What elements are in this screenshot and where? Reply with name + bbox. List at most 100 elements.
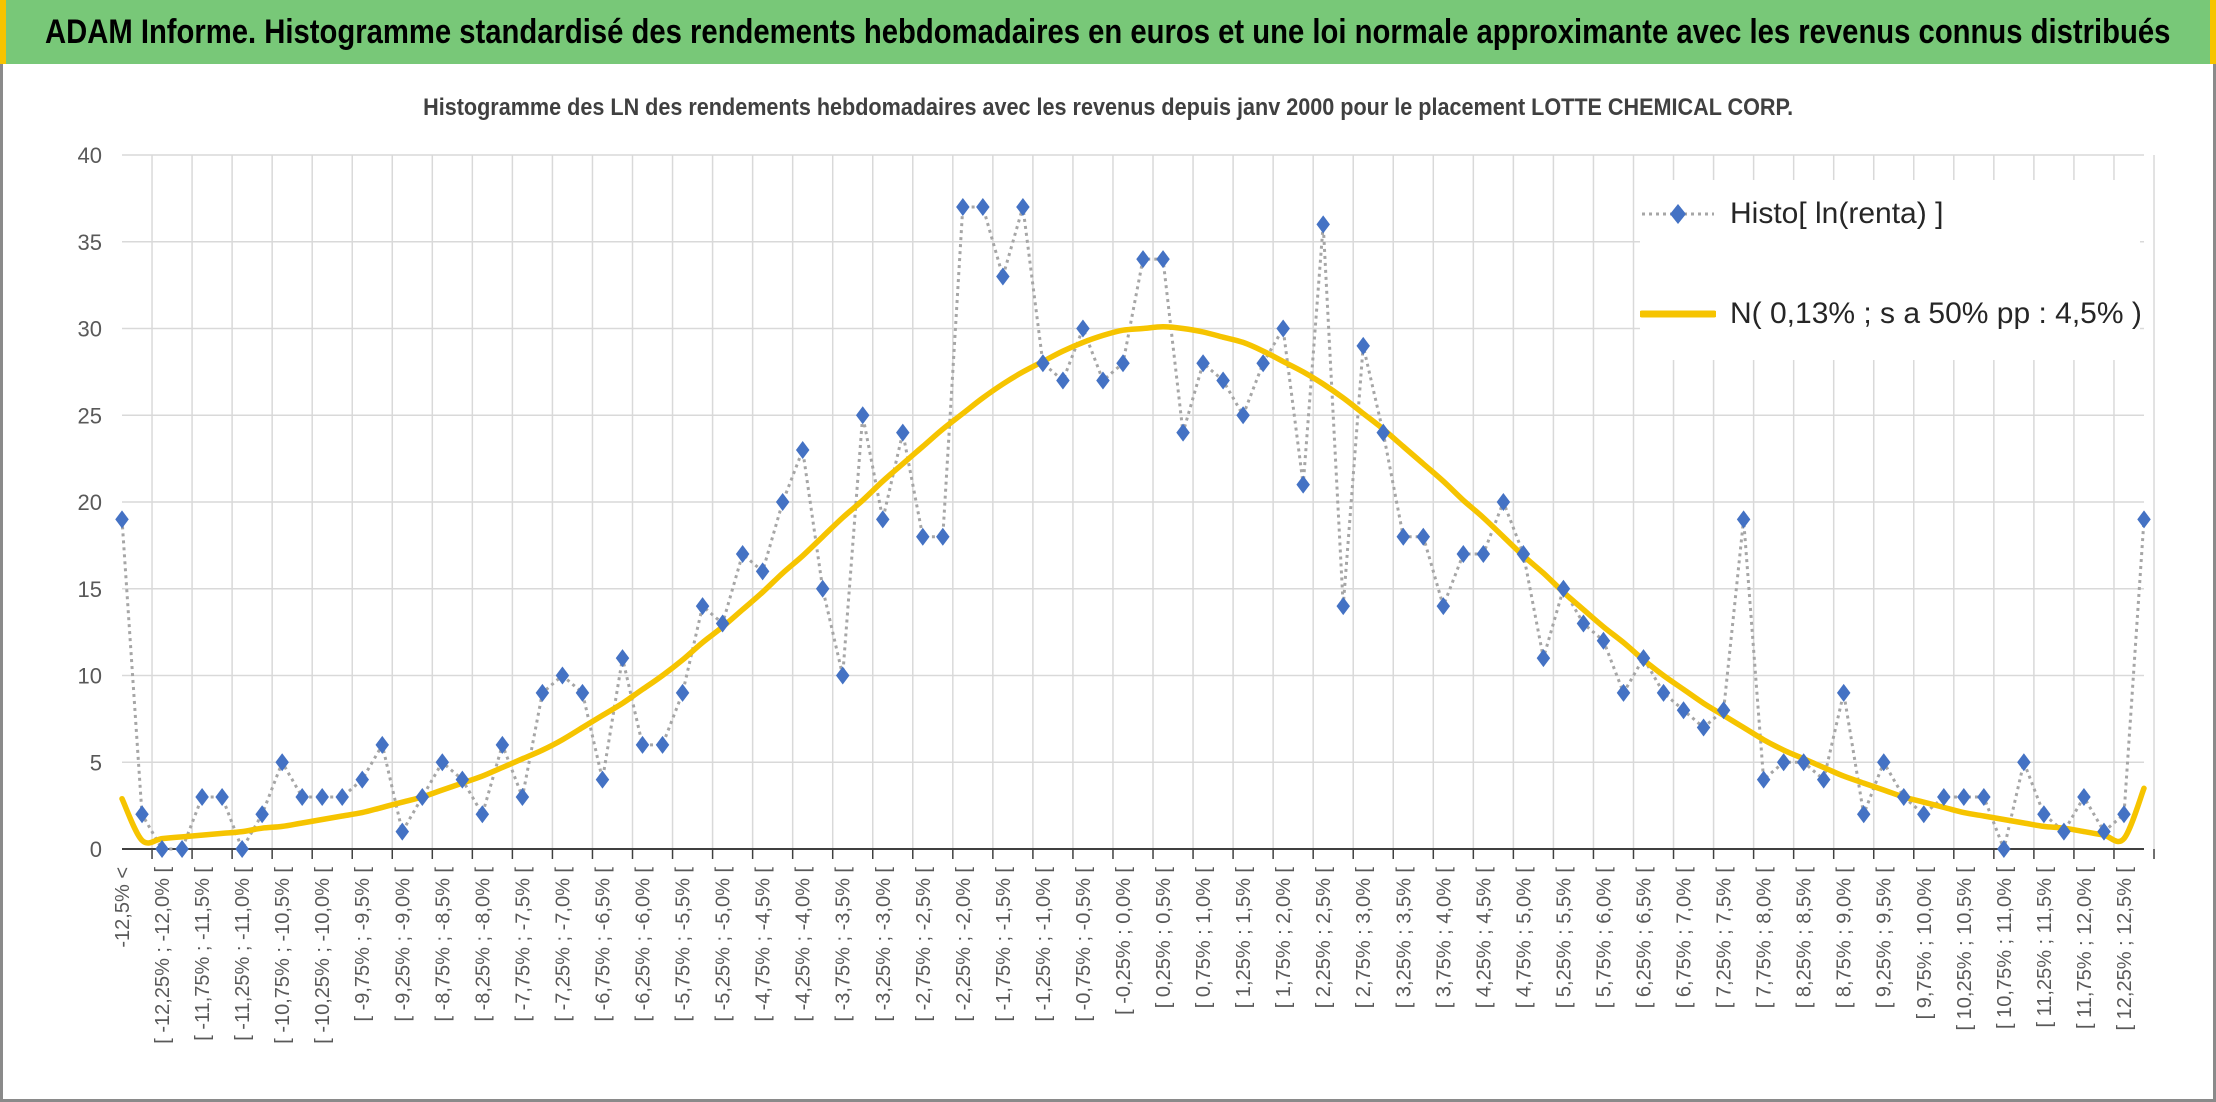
histogram-point (1016, 198, 1030, 217)
legend-normal-symbol (1640, 310, 1716, 318)
histogram-point (1776, 753, 1791, 772)
x-tick-label: [ -4,75% ; -4,5% [ (753, 867, 775, 1022)
y-tick-label: 25 (78, 403, 102, 428)
histogram-point (1816, 770, 1831, 789)
histogram-point (415, 787, 430, 806)
x-tick-label: [ 1,25% ; 1,5% [ (1233, 867, 1255, 1009)
x-tick-label: [ -7,25% ; -7,0% [ (552, 867, 574, 1022)
legend-histo-symbol (1642, 204, 1714, 224)
histogram-point (1096, 371, 1110, 390)
histogram-point (795, 440, 810, 459)
histogram-point (255, 805, 269, 824)
histogram-point (1897, 787, 1911, 806)
histogram-point (1076, 319, 1090, 338)
normal-curve-line (119, 324, 2147, 846)
x-tick-label: [ -4,25% ; -4,0% [ (793, 867, 815, 1022)
x-tick-label: [ 6,75% ; 7,0% [ (1674, 867, 1696, 1009)
histogram-point (1876, 753, 1891, 772)
legend-label-histo: Histo[ ln(renta) ] (1730, 197, 1944, 230)
histogram-point (315, 787, 329, 806)
x-tick-label: [ -10,25% ; -10,0% [ (312, 867, 334, 1044)
histogram-point (1336, 597, 1350, 616)
histogram-point (235, 840, 249, 858)
histogram-point (1356, 336, 1370, 355)
histogram-point (675, 683, 690, 702)
histogram-point (1796, 753, 1811, 772)
histogram-point (2057, 822, 2071, 841)
x-tick-label: [ 2,25% ; 2,5% [ (1313, 867, 1335, 1009)
histogram-point (375, 735, 390, 754)
x-tick-label: [ -5,75% ; -5,5% [ (673, 867, 695, 1022)
histogram-point (1696, 718, 1711, 737)
histogram-point (1136, 250, 1150, 269)
x-tick-label: [ -7,75% ; -7,5% [ (512, 867, 534, 1022)
x-tick-label: [ -12,25% ; -12,0% [ (152, 867, 174, 1044)
histogram-point (1836, 683, 1851, 702)
histogram-point (1116, 354, 1130, 373)
histogram-point (1596, 631, 1611, 650)
histogram-point (515, 787, 530, 806)
axes (122, 848, 2155, 859)
x-tick-label: [ -8,75% ; -8,5% [ (432, 867, 454, 1022)
x-tick-label: [ 6,25% ; 6,5% [ (1634, 867, 1656, 1009)
histogram-point (335, 787, 349, 806)
x-tick-label: [ 7,75% ; 8,0% [ (1754, 867, 1776, 1009)
x-tick-label: [ -2,75% ; -2,5% [ (913, 867, 935, 1022)
histogram-point (735, 545, 750, 564)
x-tick-label: [ -1,75% ; -1,5% [ (993, 867, 1015, 1022)
chart-title-wrap: Histogramme des LN des rendements hebdom… (0, 94, 2216, 122)
histogram-point (435, 753, 450, 772)
y-tick-label: 40 (78, 143, 102, 168)
x-tick-label: [ -9,25% ; -9,0% [ (392, 867, 414, 1022)
histogram-point (1756, 770, 1771, 789)
histogram-point (155, 840, 169, 858)
histogram-point (1376, 423, 1390, 442)
histogram-point (1496, 493, 1511, 511)
x-tick-label: -12,5% < (112, 867, 134, 948)
histogram-point (195, 787, 209, 806)
x-tick-label: [ -1,25% ; -1,0% [ (1033, 867, 1055, 1022)
x-tick-label: [ 10,75% ; 11,0% [ (1994, 867, 2016, 1029)
histogram-point (1576, 614, 1591, 633)
x-axis-tick-labels: -12,5% < [ -12,25% ; -12,0% [[ -11,75% ; … (112, 867, 2136, 1044)
legend-item-normal: N( 0,13% ; s a 50% pp : 4,5% ) (1640, 294, 2142, 334)
histogram-point (455, 770, 470, 789)
x-tick-label: [ 8,75% ; 9,0% [ (1834, 867, 1856, 1009)
histogram-point (395, 822, 410, 841)
x-tick-label: [ 11,25% ; 11,5% [ (2034, 867, 2056, 1028)
y-tick-label: 5 (90, 750, 102, 775)
histogram-point (575, 683, 590, 702)
histogram-point (1196, 354, 1210, 373)
histogram-point (1957, 787, 1971, 806)
histogram-point (115, 510, 129, 529)
histogram-point (1256, 354, 1270, 373)
histogram-point (1856, 805, 1871, 824)
x-tick-label: [ -2,25% ; -2,0% [ (953, 867, 975, 1022)
histogram-point (1676, 701, 1691, 720)
x-tick-label: [ -8,25% ; -8,0% [ (472, 867, 494, 1022)
histogram-point (876, 510, 890, 529)
histogram-point (1516, 545, 1531, 564)
x-tick-label: [ 12,25% ; 12,5% [ (2114, 867, 2136, 1031)
x-tick-label: [ 2,75% ; 3,0% [ (1353, 867, 1375, 1009)
x-tick-label: [ -11,25% ; -11,0% [ (232, 867, 254, 1041)
histogram-point (1416, 527, 1431, 546)
histogram-point (535, 683, 550, 702)
x-tick-label: [ -9,75% ; -9,5% [ (352, 867, 374, 1022)
histogram-point (896, 423, 910, 442)
x-tick-label: [ 0,25% ; 0,5% [ (1153, 867, 1175, 1009)
x-tick-label: [ 9,75% ; 10,0% [ (1914, 867, 1936, 1020)
y-tick-label: 15 (78, 577, 102, 602)
histogram-point (1296, 475, 1310, 494)
histogram-point (695, 597, 710, 616)
x-tick-label: [ -3,75% ; -3,5% [ (833, 867, 855, 1022)
histogram-point (835, 666, 850, 685)
histogram-point (635, 735, 650, 754)
histogram-point (1476, 545, 1491, 564)
report-banner: ADAM Informe. Histogramme standardisé de… (0, 0, 2216, 64)
y-tick-label: 30 (78, 317, 102, 342)
x-tick-label: [ -6,75% ; -6,5% [ (592, 867, 614, 1022)
x-tick-label: [ 3,25% ; 3,5% [ (1393, 867, 1415, 1009)
histogram-point (1036, 354, 1050, 373)
